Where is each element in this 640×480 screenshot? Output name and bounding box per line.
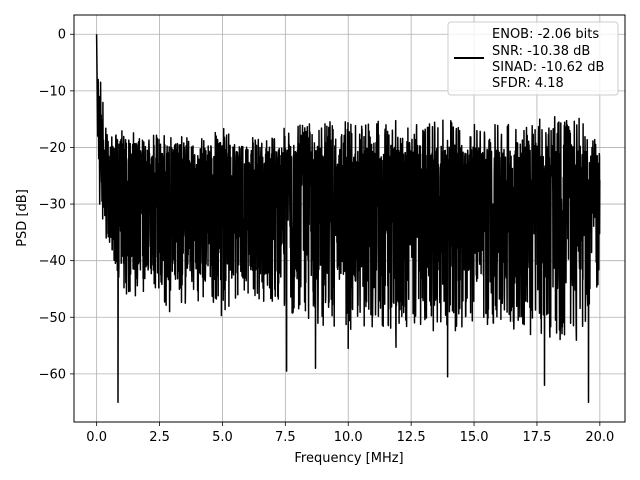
x-tick-label: 5.0 <box>212 430 233 445</box>
psd-trace <box>95 34 601 403</box>
y-tick-label: −10 <box>39 84 66 99</box>
y-axis-title: PSD [dB] <box>15 189 30 247</box>
legend-entry: SINAD: -10.62 dB <box>492 60 604 75</box>
x-axis-title: Frequency [MHz] <box>294 451 403 466</box>
series-line <box>95 34 601 403</box>
y-ticks: 0 −10 −20 −30 −40 −50 −60 <box>39 28 74 382</box>
x-ticks: 0.0 2.5 5.0 7.5 10.0 12.5 15.0 17.5 20.0 <box>86 422 614 445</box>
x-tick-label: 10.0 <box>334 430 363 445</box>
x-tick-label: 0.0 <box>86 430 107 445</box>
x-tick-label: 12.5 <box>397 430 426 445</box>
x-tick-label: 7.5 <box>275 430 296 445</box>
legend-entry: SFDR: 4.18 <box>492 76 564 91</box>
legend: ENOB: -2.06 bits SNR: -10.38 dB SINAD: -… <box>447 21 619 96</box>
y-tick-label: −20 <box>39 141 66 156</box>
axes-frame <box>73 14 626 423</box>
x-tick-label: 2.5 <box>149 430 170 445</box>
y-tick-label: −60 <box>39 367 66 382</box>
y-tick-label: −40 <box>39 254 66 269</box>
y-tick-label: 0 <box>58 28 66 43</box>
y-tick-label: −50 <box>39 311 66 326</box>
legend-entry: SNR: -10.38 dB <box>492 44 590 59</box>
legend-box <box>447 21 619 96</box>
legend-entry: ENOB: -2.06 bits <box>492 27 599 42</box>
x-tick-label: 15.0 <box>460 430 489 445</box>
y-tick-label: −30 <box>39 198 66 213</box>
x-tick-label: 17.5 <box>522 430 551 445</box>
x-tick-label: 20.0 <box>585 430 614 445</box>
